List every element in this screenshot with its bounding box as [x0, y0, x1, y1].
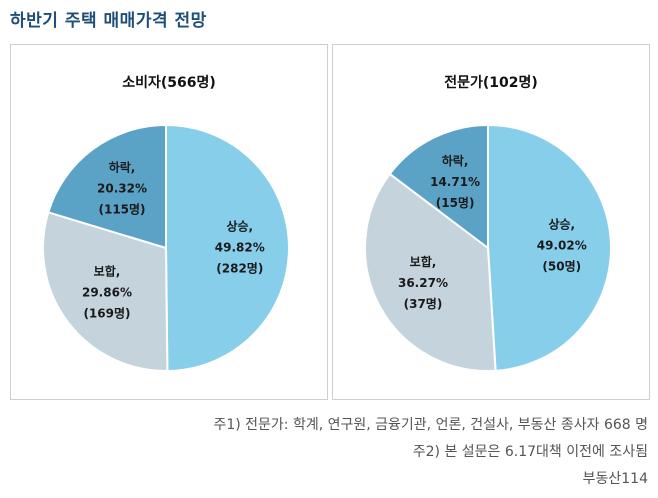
slice-label-rise-category: 상승, [548, 217, 575, 232]
slice-label-rise-count: (50명) [542, 260, 581, 274]
consumer-chart-title: 소비자(566명) [122, 75, 216, 91]
footnote-survey-timing: 주2) 본 설문은 6.17대책 이전에 조사됨 [412, 444, 648, 460]
consumer-pie-chart: 상승, 49.82% (282명) 보합, 29.86% (169명) 하락, 20.32% (… [42, 123, 290, 373]
slice-label-flat-percent: 36.27% [398, 276, 448, 290]
source-credit: 부동산114 [582, 471, 648, 487]
slice-label-fall-count: (115명) [98, 203, 145, 217]
slice-label-rise-count: (282명) [216, 262, 263, 276]
pie-slice-fall [388, 123, 489, 251]
slice-label-fall-percent: 14.71% [430, 175, 480, 189]
page-title: 하반기 주택 매매가격 전망 [10, 11, 207, 31]
expert-pie-chart: 상승, 49.02% (50명) 보합, 36.27% (37명) 하락, 14.71% (15… [364, 123, 612, 372]
pie-slice-rise [487, 123, 612, 372]
slice-label-fall-category: 하락, [109, 160, 136, 175]
slice-label-flat-count: (169명) [83, 306, 130, 320]
consumer-chart-panel: 소비자(566명) 상승, 49.82% (282명) 보합, 29.86% (169명)… [10, 44, 328, 400]
slice-label-rise-percent: 49.02% [537, 239, 587, 253]
slice-label-rise-percent: 49.82% [215, 241, 265, 255]
slice-label-flat-percent: 29.86% [82, 285, 132, 299]
pie-slice-flat [364, 172, 497, 372]
pie-slice-fall [47, 123, 167, 250]
slice-label-flat-category: 보합, [94, 263, 121, 278]
pie-slice-flat [42, 211, 169, 372]
slice-label-fall-count: (15명) [436, 196, 475, 210]
slice-label-fall-percent: 20.32% [97, 182, 147, 196]
pie-slice-rise [165, 123, 290, 373]
slice-label-flat-count: (37명) [404, 297, 443, 311]
expert-chart-title: 전문가(102명) [444, 75, 538, 91]
footnote-experts: 주1) 전문가: 학계, 연구원, 금융기관, 언론, 건설사, 부동산 종사자… [213, 417, 648, 433]
expert-chart-panel: 전문가(102명) 상승, 49.02% (50명) 보합, 36.27% (37명) 하락… [332, 44, 650, 400]
slice-label-fall-category: 하락, [442, 153, 469, 168]
slice-label-flat-category: 보합, [410, 254, 437, 269]
slice-label-rise-category: 상승, [226, 219, 253, 234]
